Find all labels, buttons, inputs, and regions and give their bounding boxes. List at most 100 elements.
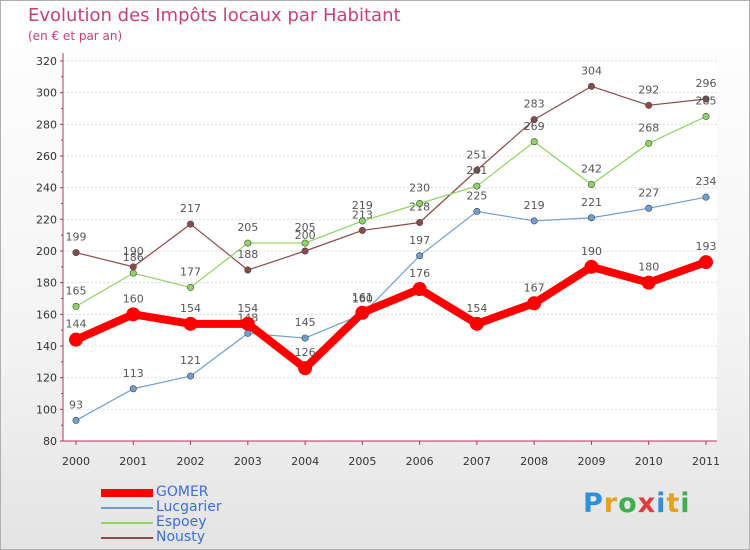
data-point-nousty <box>358 226 366 234</box>
data-label-espoey: 269 <box>524 120 545 133</box>
legend-label: Nousty <box>156 529 205 545</box>
data-point-lucgarier <box>530 217 538 225</box>
data-point-gomer <box>699 255 713 270</box>
chart-title: Evolution des Impôts locaux par Habitant <box>28 5 401 26</box>
data-label-gomer: 161 <box>352 291 373 304</box>
legend-label: Espoey <box>156 514 207 530</box>
y-tick-label: 220 <box>36 213 57 226</box>
data-label-gomer: 126 <box>295 346 316 359</box>
data-point-espoey <box>72 302 80 310</box>
logo-letter: r <box>603 488 619 519</box>
x-tick-label: 2010 <box>635 455 663 468</box>
data-point-espoey <box>187 283 195 291</box>
x-tick-label: 2009 <box>577 455 605 468</box>
data-label-lucgarier: 225 <box>466 189 487 202</box>
data-label-gomer: 193 <box>696 240 717 253</box>
data-point-espoey <box>645 139 653 147</box>
y-tick-label: 280 <box>36 118 57 131</box>
logo-letter: i <box>680 488 691 519</box>
data-point-gomer <box>298 361 313 376</box>
data-label-espoey: 177 <box>180 265 201 278</box>
data-point-espoey <box>129 269 137 277</box>
data-point-lucgarier <box>187 372 195 380</box>
data-point-espoey <box>587 181 595 189</box>
data-point-lucgarier <box>473 207 481 215</box>
data-point-nousty <box>187 220 195 228</box>
data-point-nousty <box>129 263 137 271</box>
legend-swatch <box>101 489 153 497</box>
data-point-nousty <box>416 219 424 227</box>
x-tick-label: 2001 <box>119 455 147 468</box>
data-label-espoey: 205 <box>295 221 316 234</box>
data-label-espoey: 241 <box>466 164 487 177</box>
data-point-gomer <box>412 282 427 296</box>
data-label-nousty: 251 <box>466 148 487 161</box>
data-label-lucgarier: 234 <box>696 175 717 188</box>
x-tick-label: 2011 <box>692 455 720 468</box>
data-label-nousty: 199 <box>66 231 87 244</box>
logo-letter: i <box>656 488 667 519</box>
x-tick-label: 2008 <box>520 455 548 468</box>
data-point-nousty <box>244 266 252 274</box>
x-tick-label: 2003 <box>234 455 262 468</box>
y-tick-label: 320 <box>36 55 57 68</box>
x-tick-label: 2005 <box>348 455 376 468</box>
y-tick-label: 240 <box>36 182 57 195</box>
data-label-espoey: 285 <box>696 94 717 107</box>
legend-label: GOMER <box>156 484 209 500</box>
y-tick-label: 100 <box>36 403 57 416</box>
x-tick-label: 2006 <box>406 455 434 468</box>
y-tick-label: 140 <box>36 340 57 353</box>
data-label-nousty: 296 <box>696 77 717 90</box>
logo-letter: P <box>583 488 604 519</box>
logo-letter: t <box>666 488 681 519</box>
data-point-nousty <box>645 101 653 109</box>
data-label-gomer: 176 <box>409 267 430 280</box>
logo-letter: o <box>618 488 638 519</box>
data-point-lucgarier <box>244 329 252 337</box>
x-tick-label: 2002 <box>177 455 205 468</box>
series-line-lucgarier <box>75 196 707 421</box>
data-label-lucgarier: 160 <box>352 292 373 305</box>
data-label-nousty: 292 <box>638 83 659 96</box>
legend-swatch <box>101 522 153 524</box>
data-point-lucgarier <box>587 214 595 222</box>
legend-label: Lucgarier <box>156 499 222 515</box>
data-point-gomer <box>355 305 370 320</box>
data-label-lucgarier: 113 <box>123 367 144 380</box>
data-point-espoey <box>702 112 710 120</box>
data-label-gomer: 154 <box>180 302 201 315</box>
data-label-gomer: 190 <box>581 245 602 258</box>
legend-swatch <box>101 507 153 509</box>
data-point-gomer <box>641 275 656 290</box>
y-tick-label: 200 <box>36 245 57 258</box>
data-label-gomer: 167 <box>524 281 545 294</box>
data-point-gomer <box>469 316 484 331</box>
data-point-espoey <box>416 200 424 208</box>
data-point-lucgarier <box>416 252 424 260</box>
data-label-lucgarier: 145 <box>295 316 316 329</box>
data-label-nousty: 283 <box>524 98 545 111</box>
data-label-espoey: 230 <box>409 182 430 195</box>
data-label-nousty: 200 <box>295 229 316 242</box>
x-tick-label: 2007 <box>463 455 491 468</box>
data-label-lucgarier: 197 <box>409 234 430 247</box>
data-point-gomer <box>527 296 542 311</box>
data-point-lucgarier <box>301 334 309 342</box>
y-tick-label: 260 <box>36 150 57 163</box>
data-label-lucgarier: 221 <box>581 196 602 209</box>
data-point-gomer <box>183 316 198 331</box>
data-label-lucgarier: 121 <box>180 354 201 367</box>
data-point-gomer <box>240 316 255 331</box>
data-label-gomer: 154 <box>466 302 487 315</box>
data-point-gomer <box>126 307 141 322</box>
data-point-lucgarier <box>645 204 653 212</box>
data-label-espoey: 205 <box>237 221 258 234</box>
proxiti-logo: Proxiti <box>583 488 691 519</box>
data-label-lucgarier: 219 <box>524 199 545 212</box>
data-label-nousty: 188 <box>237 248 258 261</box>
data-label-gomer: 160 <box>123 292 144 305</box>
data-label-espoey: 186 <box>123 251 144 264</box>
